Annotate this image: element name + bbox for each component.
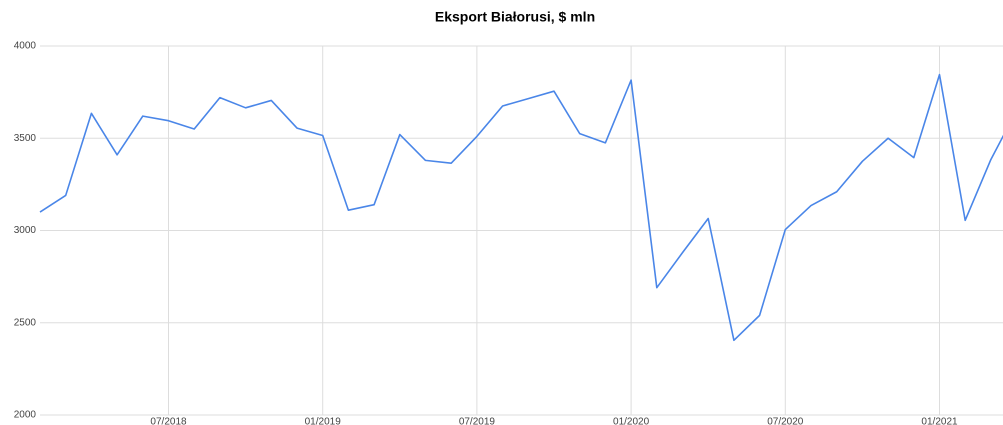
x-tick-label: 07/2018	[150, 417, 187, 425]
y-tick-label: 2000	[14, 410, 37, 421]
x-tick-label: 01/2019	[305, 417, 342, 425]
x-tick-label: 07/2019	[459, 417, 496, 425]
x-tick-label: 07/2020	[767, 417, 804, 425]
x-tick-label: 01/2021	[921, 417, 958, 425]
chart-title: Eksport Białorusi, $ mln	[435, 9, 595, 25]
y-tick-label: 3500	[14, 133, 37, 144]
y-tick-label: 3000	[14, 225, 37, 236]
data-line	[39, 73, 1003, 342]
y-tick-label: 2500	[14, 317, 37, 328]
y-tick-label: 4000	[14, 41, 37, 52]
x-tick-label: 01/2020	[613, 417, 650, 425]
